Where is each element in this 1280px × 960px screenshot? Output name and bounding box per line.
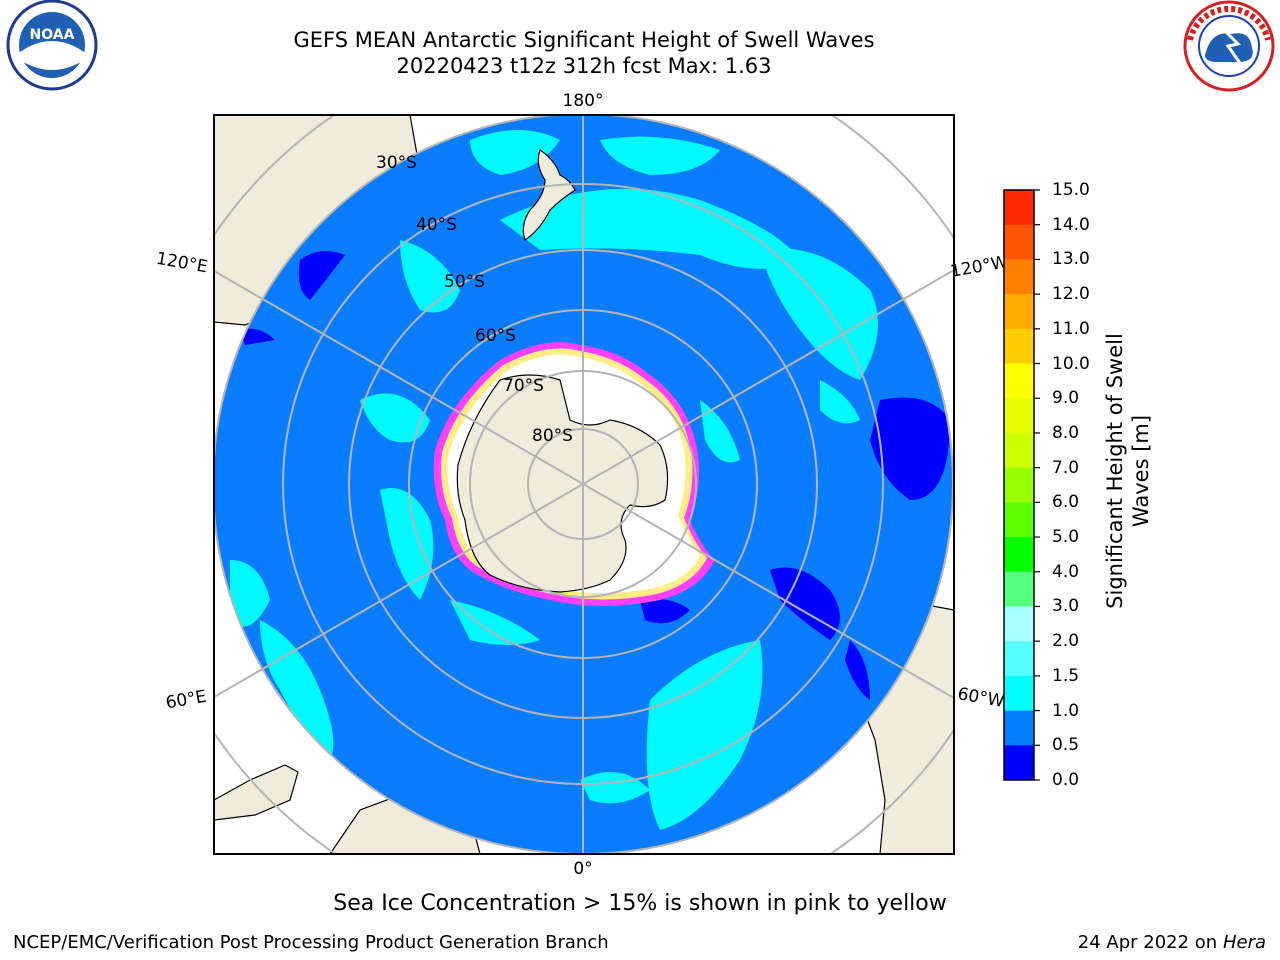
colorbar-segment — [1004, 259, 1034, 295]
colorbar-segment — [1004, 745, 1034, 781]
lon-label-0: 0° — [573, 859, 592, 879]
lat-label-60: 60°S — [475, 326, 516, 346]
colorbar-tick-label: 4.0 — [1052, 561, 1080, 582]
colorbar-segment — [1004, 571, 1034, 607]
colorbar-tick-label: 11.0 — [1052, 318, 1090, 339]
colorbar-tick-label: 7.0 — [1052, 457, 1080, 478]
chart-title: GEFS MEAN Antarctic Significant Height o… — [293, 28, 875, 52]
colorbar-tick-label: 6.0 — [1052, 492, 1080, 513]
chart-subtitle: 20220423 t12z 312h fcst Max: 1.63 — [396, 54, 772, 78]
colorbar — [1003, 189, 1040, 781]
lon-label-180: 180° — [563, 91, 604, 111]
colorbar-segment — [1004, 363, 1034, 399]
colorbar-frame — [1003, 189, 1035, 781]
colorbar-tick-label: 0.5 — [1052, 735, 1080, 756]
colorbar-segment — [1004, 328, 1034, 365]
land-new-zealand — [522, 149, 576, 241]
lat-label-30: 30°S — [376, 153, 417, 173]
lon-label-120w: 120°W — [949, 252, 1010, 282]
colorbar-segment — [1004, 710, 1034, 746]
land-madagascar — [214, 764, 299, 821]
colorbar-tick-label: 3.0 — [1052, 596, 1080, 617]
lon-label-120e: 120°E — [155, 249, 209, 278]
colorbar-tick-label: 8.0 — [1052, 422, 1080, 443]
lat-label-50: 50°S — [444, 272, 485, 292]
map-frame — [213, 114, 955, 855]
colorbar-tick-label: 2.0 — [1052, 631, 1080, 652]
lat-label-80: 80°S — [532, 426, 573, 446]
land-antarctica — [456, 374, 669, 593]
sea-ice-note: Sea Ice Concentration > 15% is shown in … — [333, 891, 947, 916]
colorbar-tick-label: 0.0 — [1052, 770, 1080, 790]
noaa-logo: NOAA — [6, 0, 98, 91]
colorbar-segment — [1004, 467, 1034, 503]
colorbar-tick-label: 1.5 — [1052, 665, 1080, 686]
colorbar-label: Significant Height of Swell Waves [m] — [1103, 333, 1153, 609]
lat-label-40: 40°S — [416, 215, 457, 235]
timestamp-machine: Hera — [1222, 932, 1266, 953]
colorbar-tick-label: 15.0 — [1052, 180, 1090, 200]
timestamp-date: 24 Apr 2022 on — [1077, 932, 1218, 953]
colorbar-segment — [1004, 537, 1034, 573]
lon-label-60w: 60°W — [956, 684, 1006, 712]
colorbar-tick-label: 10.0 — [1052, 353, 1090, 374]
colorbar-tick-label: 12.0 — [1052, 284, 1090, 305]
noaa-logo-text: NOAA — [30, 27, 75, 43]
colorbar-tick-label: 5.0 — [1052, 527, 1080, 548]
colorbar-segment — [1004, 398, 1034, 434]
colorbar-segment — [1004, 502, 1034, 538]
colorbar-segment — [1004, 190, 1034, 226]
colorbar-tick-label: 1.0 — [1052, 700, 1080, 721]
colorbar-segment — [1004, 606, 1034, 642]
colorbar-segment — [1004, 641, 1034, 677]
timestamp: 24 Apr 2022 on Hera — [1078, 932, 1266, 953]
colorbar-segment — [1004, 432, 1034, 469]
nws-logo — [1183, 0, 1275, 92]
map-area: 30°S 40°S 50°S 60°S 70°S 80°S — [214, 115, 954, 854]
colorbar-segment — [1004, 294, 1034, 330]
lat-label-70: 70°S — [503, 376, 544, 396]
colorbar-tick-label: 13.0 — [1052, 249, 1090, 270]
colorbar-segment — [1004, 675, 1034, 712]
colorbar-segment — [1004, 224, 1034, 260]
colorbar-tick-label: 9.0 — [1052, 388, 1080, 409]
lon-label-60e: 60°E — [164, 687, 208, 714]
colorbar-tick-label: 14.0 — [1052, 214, 1090, 235]
credit-text: NCEP/EMC/Verification Post Processing Pr… — [13, 932, 609, 953]
lat-labels: 30°S 40°S 50°S 60°S 70°S 80°S — [376, 153, 573, 446]
